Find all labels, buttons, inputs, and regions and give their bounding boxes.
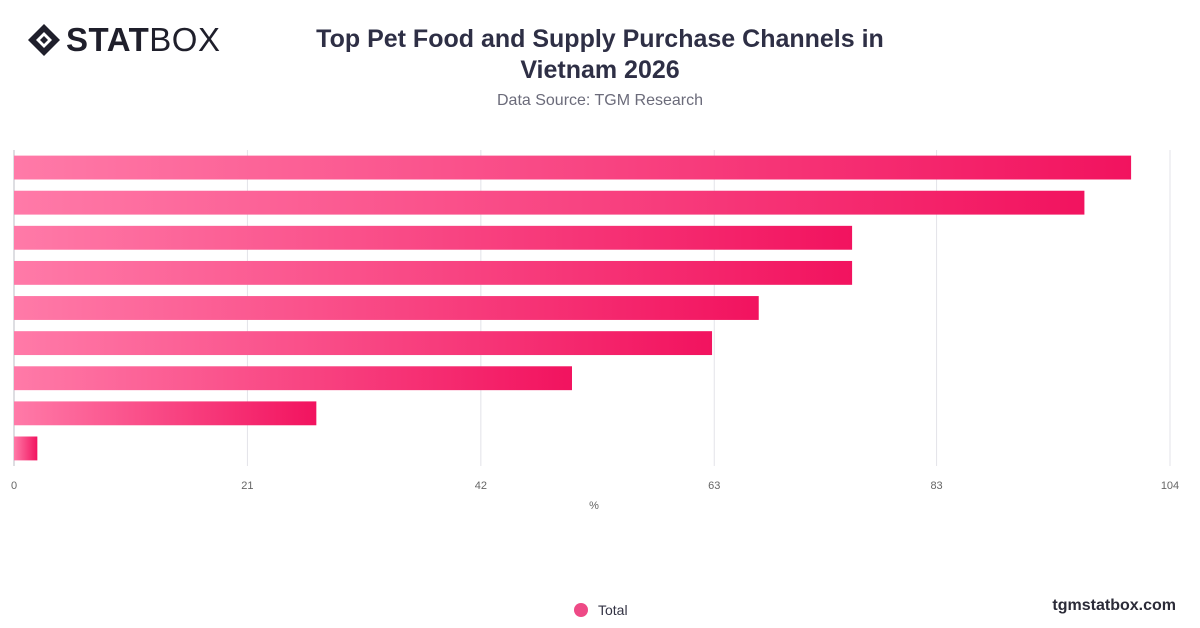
chart-legend[interactable]: Total — [574, 602, 628, 618]
statbox-logo: STATBOX — [26, 22, 220, 58]
bar-9[interactable] — [14, 436, 38, 461]
x-axis-label: % — [589, 500, 599, 512]
bar-4[interactable] — [14, 260, 853, 285]
chart-title-line-1: Top Pet Food and Supply Purchase Channel… — [316, 25, 884, 53]
bar-6[interactable] — [14, 331, 713, 356]
x-tick-label: 42 — [475, 480, 487, 492]
chart-title-line-2: Vietnam 2026 — [520, 56, 680, 84]
chart-title: Top Pet Food and Supply Purchase Channel… — [300, 24, 900, 86]
bar-8[interactable] — [14, 401, 317, 426]
legend-marker — [574, 603, 588, 617]
x-tick-label: 0 — [11, 480, 17, 492]
logo-text: STATBOX — [66, 22, 220, 58]
diamond-logo-icon — [28, 24, 60, 56]
bar-7[interactable] — [14, 366, 572, 391]
bar-1[interactable] — [14, 155, 1132, 180]
x-tick-label: 104 — [1161, 480, 1179, 492]
logo-text-light: BOX — [149, 21, 221, 58]
x-tick-label: 63 — [708, 480, 720, 492]
watermark: tgmstatbox.com — [1052, 597, 1176, 614]
x-tick-label: 21 — [241, 480, 253, 492]
legend-label-total: Total — [598, 602, 628, 618]
x-tick-label: 83 — [930, 480, 942, 492]
bar-2[interactable] — [14, 190, 1085, 215]
logo-text-bold: STAT — [66, 21, 150, 58]
bar-5[interactable] — [14, 296, 759, 320]
bar-3[interactable] — [14, 225, 853, 250]
chart-subtitle: Data Source: TGM Research — [496, 92, 703, 109]
